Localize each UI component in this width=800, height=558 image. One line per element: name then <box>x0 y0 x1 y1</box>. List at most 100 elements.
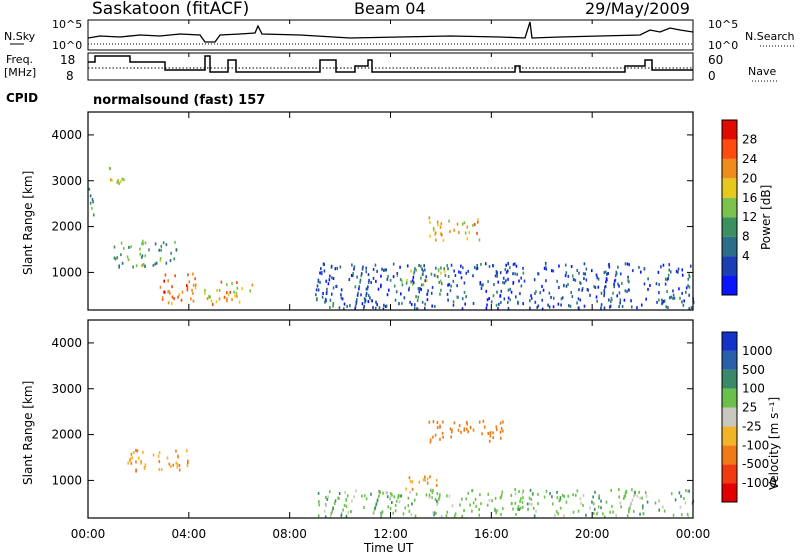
data-cell <box>129 457 132 461</box>
data-cell <box>592 512 595 516</box>
data-cell <box>542 288 545 292</box>
data-cell <box>376 498 379 502</box>
data-cell <box>582 272 585 276</box>
data-cell <box>483 425 486 429</box>
colorbar-swatch <box>722 464 737 484</box>
data-cell <box>463 281 466 285</box>
data-cell <box>370 280 372 284</box>
data-cell <box>167 279 169 283</box>
data-cell <box>515 264 518 268</box>
data-cell <box>463 428 466 432</box>
data-cell <box>510 290 513 294</box>
data-cell <box>457 428 460 432</box>
data-cell <box>170 465 172 469</box>
data-cell <box>591 500 593 504</box>
data-cell <box>366 287 369 291</box>
colorbar-tick-label: -100 <box>742 438 769 452</box>
data-cell <box>143 466 146 470</box>
data-cell <box>495 509 498 513</box>
data-cell <box>448 494 451 498</box>
data-cell <box>159 285 162 289</box>
data-cell <box>433 273 436 277</box>
data-cell <box>632 269 634 273</box>
data-cell <box>552 269 555 273</box>
data-cell <box>236 294 238 298</box>
data-cell <box>643 282 646 286</box>
data-cell <box>425 275 427 279</box>
data-cell <box>317 278 320 282</box>
data-cell <box>461 514 464 518</box>
data-cell <box>612 291 614 295</box>
data-cell <box>440 266 442 270</box>
data-cell <box>375 279 377 283</box>
data-cell <box>518 507 520 511</box>
data-cell <box>325 279 328 283</box>
data-cell <box>439 231 442 235</box>
data-cell <box>619 301 621 305</box>
data-cell <box>658 291 660 295</box>
data-cell <box>367 281 370 285</box>
data-cell <box>499 271 502 275</box>
data-cell <box>499 430 502 434</box>
data-cell <box>510 502 513 506</box>
data-cell <box>578 288 580 292</box>
data-cell <box>486 503 489 507</box>
data-cell <box>438 497 440 501</box>
colorbar-tick-label: -500 <box>742 457 769 471</box>
data-cell <box>583 262 586 266</box>
data-cell <box>235 291 238 295</box>
data-cell <box>325 495 327 499</box>
data-cell <box>344 490 346 494</box>
data-cell <box>624 289 627 293</box>
data-cell <box>478 238 481 242</box>
data-cell <box>358 287 360 291</box>
data-cell <box>504 268 507 272</box>
data-cell <box>605 500 608 504</box>
data-cell <box>492 431 494 435</box>
data-cell <box>661 298 663 302</box>
data-cell <box>617 282 619 286</box>
data-cell <box>682 303 685 307</box>
data-cell <box>315 293 317 297</box>
data-cell <box>461 222 464 226</box>
data-cell <box>325 299 327 303</box>
data-cell <box>665 305 668 309</box>
nsky-label: N.Sky <box>4 30 36 43</box>
data-cell <box>686 489 689 493</box>
colorbar-swatch <box>722 445 737 465</box>
data-cell <box>416 298 419 302</box>
data-cell <box>353 265 356 269</box>
data-cell <box>477 220 479 224</box>
data-cell <box>140 461 142 465</box>
data-cell <box>657 270 660 274</box>
data-cell <box>442 435 444 439</box>
data-cell <box>421 300 424 304</box>
data-cell <box>409 300 411 304</box>
data-cell <box>411 282 414 286</box>
data-cell <box>178 292 181 296</box>
velocity-scale-label: Velocity [m s⁻¹] <box>767 397 781 490</box>
data-cell <box>631 498 634 502</box>
data-cell <box>488 297 491 301</box>
data-cell <box>411 279 414 283</box>
data-cell <box>376 303 379 307</box>
data-cell <box>423 306 426 310</box>
data-cell <box>674 498 677 502</box>
data-cell <box>632 509 635 513</box>
data-cell <box>487 280 489 284</box>
data-cell <box>628 263 631 267</box>
cpid-label: CPID <box>6 91 38 105</box>
data-cell <box>340 513 343 517</box>
data-cell <box>596 299 598 303</box>
data-cell <box>453 421 456 425</box>
data-cell <box>396 272 399 276</box>
data-cell <box>236 286 239 290</box>
data-cell <box>450 263 453 267</box>
data-cell <box>581 287 584 291</box>
data-cell <box>541 298 544 302</box>
data-cell <box>316 284 319 288</box>
data-cell <box>501 429 504 433</box>
data-cell <box>583 304 586 308</box>
data-cell <box>668 268 671 272</box>
data-cell <box>223 295 226 299</box>
